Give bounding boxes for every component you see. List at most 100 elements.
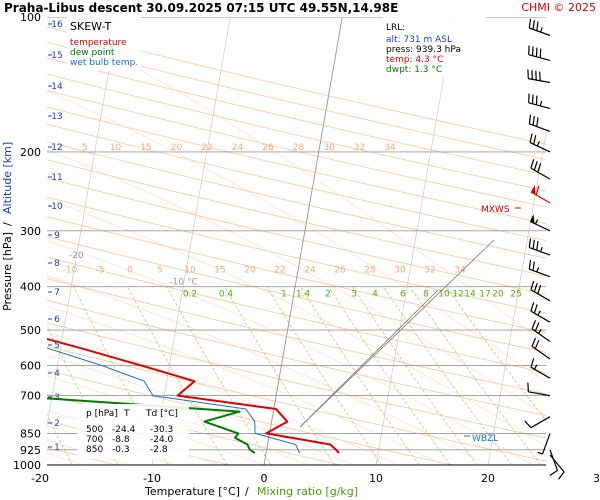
dry-adiabat-label: 30 xyxy=(323,143,335,153)
wind-barb xyxy=(530,302,551,323)
lrl-pressure: press: 939.3 hPa xyxy=(386,45,461,55)
series-line-wetbulb xyxy=(47,347,301,454)
dry-adiabat xyxy=(47,89,546,208)
dry-adiabat-label: 0 xyxy=(127,266,133,276)
table-cell: -30.3 xyxy=(150,425,173,435)
wbzl-label: WBZL xyxy=(472,434,498,444)
y-tick-label: 1000 xyxy=(13,459,41,472)
parcel-lines xyxy=(299,239,495,428)
dry-adiabat-label: 22 xyxy=(274,266,285,276)
isotherm xyxy=(375,17,455,465)
dry-adiabat-label: 24 xyxy=(304,266,316,276)
wind-barb xyxy=(528,260,551,278)
altitude-tick-label: 7 xyxy=(54,288,60,298)
y-tick-label: 700 xyxy=(20,390,41,403)
altitude-tick-label: 4 xyxy=(54,369,60,379)
mixing-ratio-label: 6 xyxy=(400,290,406,300)
mixing-ratio-label: 1.4 xyxy=(296,290,311,300)
legend-item-temperature: temperature xyxy=(70,38,127,48)
wind-barbs xyxy=(524,18,565,480)
table-cell: -24.0 xyxy=(150,435,174,445)
mxws-label: MXWS xyxy=(481,205,510,215)
dry-adiabat xyxy=(47,141,546,259)
dry-adiabat-label: 26 xyxy=(262,143,274,153)
altitude-tick-label: 10 xyxy=(51,202,63,212)
altitude-tick-label: 6 xyxy=(54,315,60,325)
y-tick-label: 100 xyxy=(20,11,41,24)
mixing-ratio-label: 14 xyxy=(464,290,476,300)
table-header-pressure: p [hPa] xyxy=(86,409,118,419)
y-tick-label: 200 xyxy=(20,146,41,159)
table-cell: 500 xyxy=(86,425,103,435)
y-axis-label: Pressure [hPa] xyxy=(1,232,14,311)
table-cell: -0.3 xyxy=(112,445,130,455)
dry-adiabat-label: 30 xyxy=(394,266,406,276)
isotherm-label: -20 xyxy=(69,251,84,261)
legend-title: SKEW-T xyxy=(70,20,112,33)
wind-barb xyxy=(527,69,551,84)
dry-adiabat-label: -10 xyxy=(63,266,78,276)
wind-barb xyxy=(528,45,551,61)
lrl-title: LRL: xyxy=(386,23,405,33)
wind-barb xyxy=(530,185,551,204)
wind-barb xyxy=(528,114,551,132)
dry-adiabat-label: 34 xyxy=(384,143,396,153)
lrl-temperature: temp: 4.3 °C xyxy=(386,55,443,65)
dry-adiabat-label: 34 xyxy=(454,266,466,276)
wind-barb xyxy=(524,416,551,429)
x-tick-label: 30 xyxy=(593,472,600,485)
wind-barb xyxy=(537,433,551,455)
altitude-tick-label: 15 xyxy=(51,51,62,61)
y-axis-label-group: Pressure [hPa] / Altitude [km] xyxy=(1,142,14,311)
x-axis-label: Temperature [°C] xyxy=(144,485,240,498)
altitude-tick-label: 3 xyxy=(54,393,60,403)
x-tick-label: -20 xyxy=(31,472,49,485)
y-axis-label-altitude: Altitude [km] xyxy=(1,142,14,214)
dry-adiabat xyxy=(47,236,546,353)
mixing-ratio-label: 2 xyxy=(325,290,331,300)
dry-adiabat-label: 20 xyxy=(244,266,256,276)
lrl-dewpoint: dwpt: 1.3 °C xyxy=(386,65,442,75)
mixing-ratio-line xyxy=(47,413,73,465)
dry-adiabat-label: 26 xyxy=(334,266,346,276)
dry-adiabat-label: -5 xyxy=(96,266,105,276)
x-axis-label-mixing-ratio: Mixing ratio [g/kg] xyxy=(257,485,358,498)
x-tick-label: 20 xyxy=(481,472,495,485)
y-tick-label: 300 xyxy=(20,225,41,238)
mixing-ratio-label: 1 xyxy=(281,290,287,300)
mixing-ratio-label: 0.2 xyxy=(183,290,197,300)
x-tick-label: -10 xyxy=(143,472,161,485)
dry-adiabat xyxy=(47,256,546,374)
dry-adiabat-label: 20 xyxy=(171,143,183,153)
dry-adiabat xyxy=(47,106,546,225)
mixing-ratio-label: 3 xyxy=(351,290,357,300)
dry-adiabat xyxy=(47,123,546,242)
dry-adiabat-label: 28 xyxy=(293,143,305,153)
wind-barb xyxy=(531,337,551,360)
y-tick-label: 600 xyxy=(20,360,41,373)
dry-adiabat-label: 32 xyxy=(424,266,435,276)
wind-barb xyxy=(530,358,551,379)
table-header-temp: T xyxy=(123,409,130,419)
table-cell: -24.4 xyxy=(112,425,136,435)
wind-barb xyxy=(530,280,551,302)
wind-barb xyxy=(530,159,551,180)
altitude-tick-label: 2 xyxy=(54,419,60,429)
y-tick-label: 925 xyxy=(20,444,41,457)
background-lines xyxy=(47,17,546,465)
dry-adiabat-label: 24 xyxy=(232,143,244,153)
dry-adiabat xyxy=(47,177,546,295)
altitude-tick-label: 12 xyxy=(51,143,62,153)
altitude-tick-label: 9 xyxy=(54,231,60,241)
series-line-temperature xyxy=(47,337,340,454)
lrl-altitude: alt: 731 m ASL xyxy=(386,35,452,45)
dry-adiabat-label: 28 xyxy=(364,266,376,276)
lrl-panel xyxy=(383,17,486,77)
mixing-ratio-label: 20 xyxy=(492,290,504,300)
isotherm-label: -10 °C xyxy=(169,277,197,287)
wind-barb xyxy=(528,18,551,37)
table-cell: -8.8 xyxy=(112,435,130,445)
